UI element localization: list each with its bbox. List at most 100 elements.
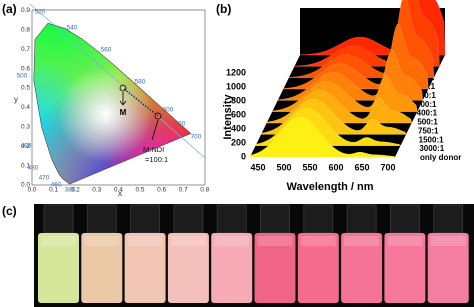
wavelength-label: 490 (21, 143, 32, 150)
vial-body (427, 233, 469, 303)
x-tick-label: 0.5 (135, 187, 144, 194)
vial-body (124, 233, 166, 303)
panel-label: (c) (2, 204, 17, 218)
dotted-path (123, 88, 159, 117)
vial-cap (130, 204, 161, 234)
vial-highlight (387, 236, 423, 246)
wavelength-label: 480 (28, 165, 39, 172)
y-tick-label: 0.3 (21, 124, 30, 131)
vial-highlight (300, 236, 336, 246)
vial-highlight (257, 236, 293, 246)
y-tick-label: 800 (231, 95, 246, 105)
vial-cap (433, 204, 464, 234)
annotation: =100:1 (145, 155, 168, 164)
y-tick-label: 0.7 (21, 46, 30, 53)
panel-c: (c) (2, 204, 474, 307)
wavelength-label: 470 (39, 175, 50, 182)
vial-highlight (84, 236, 120, 246)
arrow (151, 119, 159, 141)
vial-highlight (430, 236, 466, 246)
wavelength-label: 540 (67, 25, 78, 32)
x-tick-label: 650 (354, 162, 369, 172)
vial-body (38, 233, 79, 303)
vial-cap (346, 204, 377, 234)
vial-cap (173, 204, 204, 234)
x-tick-label: 600 (328, 162, 343, 172)
vial-highlight (170, 236, 206, 246)
vial-cap (43, 204, 74, 234)
plot-frame (31, 9, 206, 186)
x-tick-label: 0.8 (200, 187, 209, 194)
y-tick-label: 0.1 (21, 162, 30, 169)
spectrum (249, 116, 396, 158)
y-tick-label: 0.9 (21, 7, 30, 14)
y-tick-label: 600 (231, 109, 246, 119)
vial-body (341, 233, 383, 303)
x-tick-label: 0.1 (49, 187, 58, 194)
ratio-label: 3000:1 (419, 144, 444, 153)
x-tick-label: 500 (276, 162, 291, 172)
wavelength-label: 700 (191, 134, 202, 141)
ratio-label: 500:1 (417, 118, 438, 127)
vial-highlight (127, 236, 163, 246)
panel-b: (b) Intensity Wavelength / nm 0 200 400 600… (216, 0, 461, 193)
panel-label: (a) (2, 2, 17, 16)
wavelength-label: 620 (175, 121, 186, 128)
vial-cap (86, 204, 117, 234)
y-tick-label: 0.4 (21, 104, 30, 111)
vial-body (81, 233, 123, 303)
x-tick-label: 0.6 (157, 187, 166, 194)
wavelength-label: 560 (101, 47, 112, 54)
x-tick-label: 0.0 (27, 187, 36, 194)
y-tick-label: 0.2 (21, 143, 30, 150)
x-tick-label: 550 (302, 162, 317, 172)
point-mndi (154, 112, 162, 120)
panel-a: M M:NDI =100:1 (a) y x 0.0 0.1 0.2 0.3 0.4 0.… (2, 2, 210, 198)
y-tick-label: 200 (231, 137, 246, 147)
ratio-label: 300:1 (416, 100, 437, 109)
ratio-label: only donor (420, 153, 461, 162)
y-tick-label: 1200 (226, 67, 246, 77)
vial-highlight (344, 236, 380, 246)
wavelength-label: 460 (51, 182, 62, 189)
y-tick-label: 1000 (226, 81, 246, 91)
vial-cap (260, 204, 290, 234)
x-tick-label: 700 (380, 162, 395, 172)
y-tick-label: 400 (231, 123, 246, 133)
ratio-label: 200:1 (415, 91, 436, 100)
wavelength-label: 580 (135, 79, 146, 86)
y-axis-label: Intensity (222, 94, 234, 140)
vial-cap (216, 204, 247, 234)
label-m: M (120, 108, 127, 117)
vial-cap (303, 204, 334, 234)
x-tick-label: 0.3 (92, 187, 101, 194)
x-tick-label: 0.4 (114, 187, 123, 194)
vial-highlight (214, 236, 250, 246)
vial-body (254, 233, 296, 303)
y-tick-label: 0 (241, 151, 246, 161)
wavelength-label: 600 (163, 107, 174, 114)
vial-body (211, 233, 253, 303)
x-tick-label: 0.2 (71, 187, 80, 194)
spectral-locus (33, 22, 192, 185)
wavelength-label: 380 (65, 187, 76, 194)
y-tick-label: 0.5 (21, 85, 30, 92)
y-tick-label: 0.8 (21, 27, 30, 34)
x-tick-label: 0.7 (179, 187, 188, 194)
wavelength-label: 520 (35, 9, 46, 16)
diagonal-line (29, 3, 206, 159)
y-tick-label: 0.0 (21, 182, 30, 189)
vial-cap (389, 204, 420, 234)
panel-label: (b) (216, 2, 231, 16)
ratio-label: 750:1 (418, 126, 439, 135)
wavelength-label: 500 (17, 73, 28, 80)
arrow (119, 92, 127, 106)
x-tick-label: 450 (250, 162, 265, 172)
vial-body (297, 233, 339, 303)
x-axis-label: Wavelength / nm (287, 181, 374, 193)
annotation: M:NDI (143, 145, 164, 154)
ratio-label: 1500:1 (419, 135, 444, 144)
ratio-label: 400:1 (417, 109, 438, 118)
y-axis-label: y (14, 95, 18, 104)
